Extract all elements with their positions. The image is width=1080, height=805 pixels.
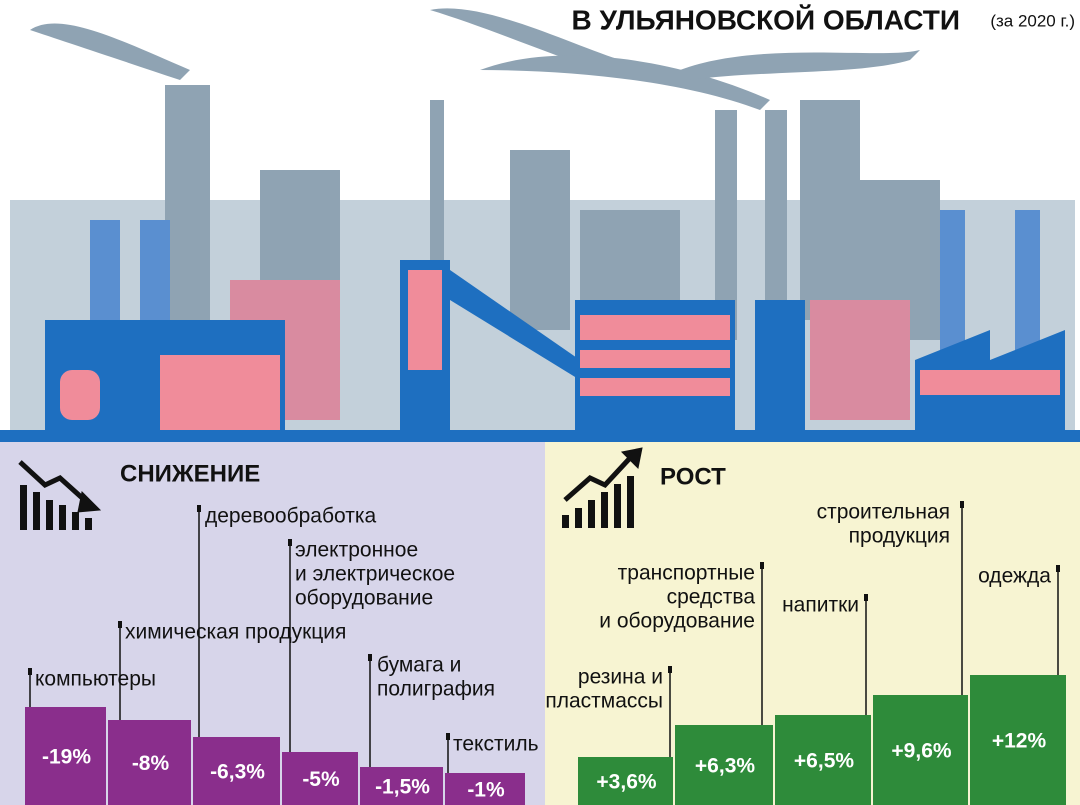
leader-dot [446, 733, 450, 740]
leader-dot [368, 654, 372, 661]
leader-dot [288, 539, 292, 546]
category-label: одежда [978, 565, 1051, 588]
leader-dot [864, 594, 868, 601]
bar-value: +9,6% [891, 740, 951, 763]
bar-value: -1% [467, 779, 505, 802]
category-label: продукция [849, 525, 950, 548]
bar-value: +6,3% [695, 755, 755, 778]
category-label: бумага и [377, 654, 461, 677]
category-label: компьютеры [35, 668, 156, 691]
leader-dot [760, 562, 764, 569]
leader-dot [668, 666, 672, 673]
decline-title: СНИЖЕНИЕ [120, 460, 260, 487]
bar-value: -8% [132, 752, 170, 775]
bar-value: +12% [992, 730, 1047, 753]
bar-value: -19% [42, 746, 91, 769]
category-label: деревообработка [205, 505, 376, 528]
leader-dot [118, 621, 122, 628]
growth-title: РОСТ [660, 463, 726, 490]
category-label: средства [667, 586, 756, 609]
subtitle: (за 2020 г.) [990, 11, 1075, 30]
leader-dot [197, 505, 201, 512]
category-label: пластмассы [545, 690, 663, 713]
bar-value: -5% [302, 768, 340, 791]
category-label: электронное [295, 539, 418, 562]
category-label: оборудование [295, 587, 433, 610]
infographic: В УЛЬЯНОВСКОЙ ОБЛАСТИ (за 2020 г.) СНИЖЕ… [0, 0, 1080, 805]
bar-value: -6,3% [210, 761, 265, 784]
leader-dot [28, 668, 32, 675]
category-label: текстиль [453, 733, 539, 756]
category-label: резина и [578, 666, 663, 689]
category-label: полиграфия [377, 678, 495, 701]
bar-value: +6,5% [794, 750, 854, 773]
category-label: химическая продукция [125, 621, 346, 644]
category-label: строительная [817, 501, 950, 524]
category-label: и оборудование [599, 610, 755, 633]
title: В УЛЬЯНОВСКОЙ ОБЛАСТИ [572, 3, 960, 35]
leader-dot [960, 501, 964, 508]
bar-value: +3,6% [596, 771, 656, 794]
category-label: и электрическое [295, 563, 455, 586]
bar-value: -1,5% [375, 776, 430, 799]
category-label: транспортные [618, 562, 755, 585]
category-label: напитки [782, 594, 859, 617]
leader-dot [1056, 565, 1060, 572]
